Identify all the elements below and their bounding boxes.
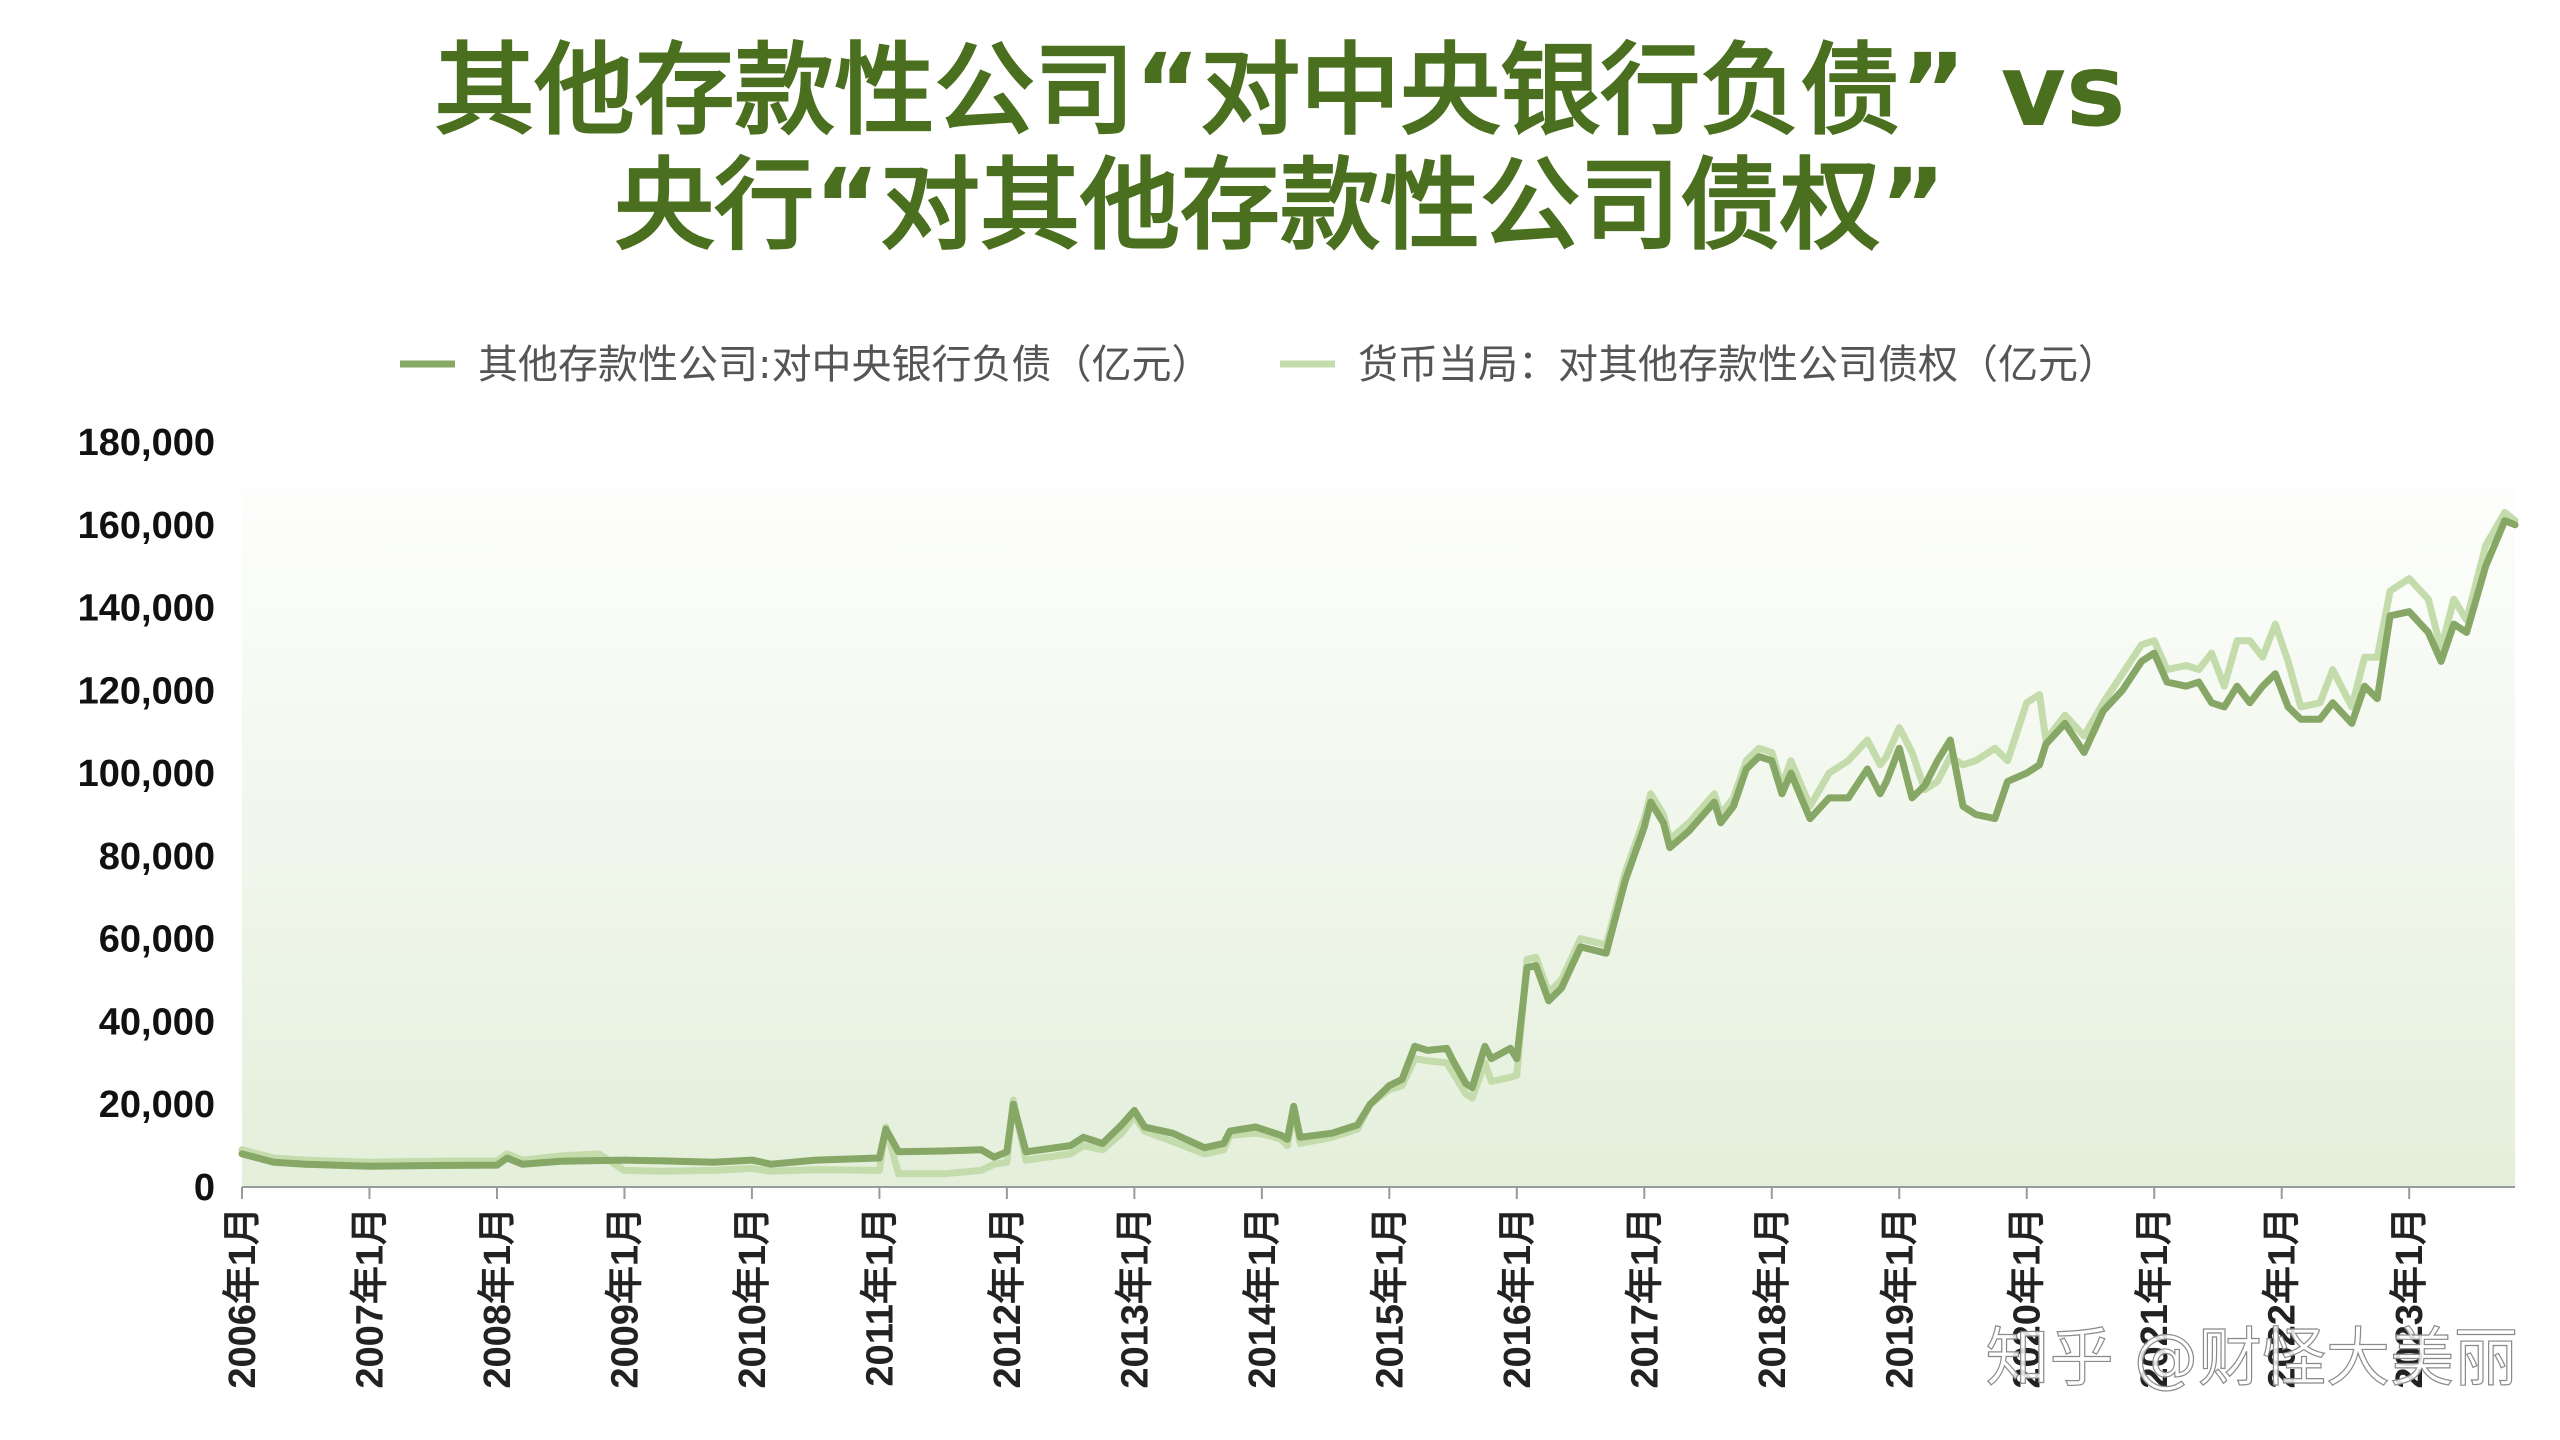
- x-tick-label: 2006年1月: [222, 1207, 264, 1389]
- x-tick-label: 2008年1月: [477, 1207, 519, 1389]
- x-tick-label: 2012年1月: [987, 1207, 1029, 1389]
- x-tick-label: 2022年1月: [2262, 1207, 2304, 1389]
- x-tick-label: 2010年1月: [732, 1207, 774, 1389]
- y-tick-label: 40,000: [99, 1001, 215, 1043]
- x-tick-label: 2009年1月: [604, 1207, 646, 1389]
- y-tick-label: 0: [194, 1167, 215, 1209]
- series-line-1: [238, 517, 2519, 1170]
- x-tick-label: 2015年1月: [1369, 1207, 1411, 1389]
- legend-label-series-2: 货币当局：对其他存款性公司债权（亿元）: [1358, 342, 2118, 388]
- watermark: 知乎 @财怪大美丽: [1986, 1322, 2518, 1396]
- chart-title-line-1: 其他存款性公司“对中央银行负债” vs: [435, 32, 2126, 149]
- x-tick-label: 2021年1月: [2134, 1207, 2176, 1389]
- y-tick-label: 180,000: [78, 422, 215, 464]
- x-axis: 2006年1月 2007年1月 2008年1月 2009年1月 2010年1月 2011年…: [222, 1186, 2515, 1389]
- y-tick-label: 60,000: [99, 919, 215, 961]
- chart-title-line-2: 央行“对其他存款性公司债权”: [614, 147, 1945, 264]
- y-tick-label: 140,000: [78, 588, 215, 630]
- x-tick-label: 2020年1月: [2007, 1207, 2049, 1389]
- y-axis: 0 20,000 40,000 60,000 80,000 100,000 120,000 1…: [78, 422, 215, 1209]
- x-tick-label: 2011年1月: [859, 1207, 901, 1387]
- x-tick-label: 2023年1月: [2389, 1207, 2431, 1389]
- legend-label-series-1: 其他存款性公司:对中央银行负债（亿元）: [478, 342, 1211, 388]
- x-tick-label: 2007年1月: [349, 1207, 391, 1389]
- x-tick-label: 2013年1月: [1114, 1207, 1156, 1389]
- legend: 其他存款性公司:对中央银行负债（亿元） 货币当局：对其他存款性公司债权（亿元）: [400, 342, 2118, 388]
- x-tick-label: 2014年1月: [1242, 1207, 1284, 1389]
- y-tick-label: 80,000: [99, 836, 215, 878]
- plot-area: [242, 442, 2515, 1187]
- y-tick-label: 160,000: [78, 505, 215, 547]
- x-tick-label: 2019年1月: [1879, 1207, 1921, 1389]
- y-tick-label: 100,000: [78, 753, 215, 795]
- x-tick-label: 2017年1月: [1624, 1207, 1666, 1389]
- y-tick-label: 20,000: [99, 1084, 215, 1126]
- x-tick-label: 2018年1月: [1752, 1207, 1794, 1389]
- series-layer: [238, 508, 2519, 1178]
- y-tick-label: 120,000: [78, 670, 215, 712]
- x-tick-label: 2016年1月: [1497, 1207, 1539, 1389]
